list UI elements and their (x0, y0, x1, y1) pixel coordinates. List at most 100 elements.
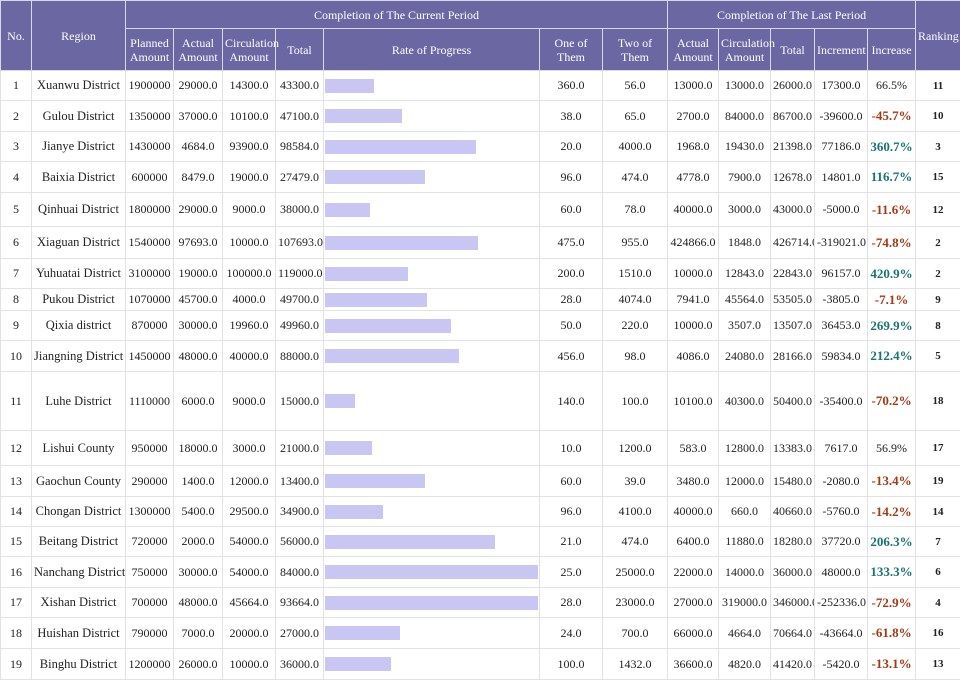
cell: 212.4% (868, 341, 916, 372)
cell: 18 (916, 372, 960, 431)
cell: 140.0 (540, 372, 603, 431)
cell: 1070000 (126, 289, 174, 311)
progress-cell (324, 71, 540, 101)
progress-cell (324, 466, 540, 497)
cell: 4086.0 (668, 341, 719, 372)
cell: 10000.0 (668, 311, 719, 341)
cell: 96157.0 (815, 259, 868, 289)
cell: 27000.0 (276, 618, 324, 649)
cell: -43664.0 (815, 618, 868, 649)
cell: 23000.0 (603, 588, 668, 618)
cell: 426714.0 (771, 227, 815, 259)
cell: 11880.0 (719, 527, 771, 557)
cell: -70.2% (868, 372, 916, 431)
cell: 78.0 (603, 193, 668, 227)
cell: 10000.0 (668, 259, 719, 289)
column-header: Circulation Amount (223, 29, 276, 71)
progress-bar (325, 79, 374, 93)
progress-cell (324, 289, 540, 311)
cell: 1900000 (126, 71, 174, 101)
cell: 6400.0 (668, 527, 719, 557)
cell: 5 (1, 193, 32, 227)
cell: 28.0 (540, 588, 603, 618)
cell: 7617.0 (815, 431, 868, 466)
cell: 84000.0 (719, 101, 771, 132)
cell: 5 (916, 341, 960, 372)
cell: 15480.0 (771, 466, 815, 497)
cell: 24080.0 (719, 341, 771, 372)
cell: Qinhuai District (32, 193, 126, 227)
cell: Jianye District (32, 132, 126, 162)
cell: 50400.0 (771, 372, 815, 431)
cell: 4000.0 (603, 132, 668, 162)
cell: 474.0 (603, 162, 668, 193)
cell: 22000.0 (668, 557, 719, 588)
cell: 21.0 (540, 527, 603, 557)
cell: 29000.0 (174, 193, 223, 227)
cell: 27000.0 (668, 588, 719, 618)
cell: -45.7% (868, 101, 916, 132)
cell: 60.0 (540, 466, 603, 497)
cell: 14 (916, 497, 960, 527)
cell: 56.0 (603, 71, 668, 101)
column-header: Circulation Amount (719, 29, 771, 71)
cell: 950000 (126, 431, 174, 466)
cell: 13 (1, 466, 32, 497)
cell: 17 (916, 431, 960, 466)
cell: 1430000 (126, 132, 174, 162)
progress-bar (325, 109, 402, 123)
cell: 8 (1, 289, 32, 311)
cell: 12 (916, 193, 960, 227)
cell: 36453.0 (815, 311, 868, 341)
progress-bar (325, 140, 476, 154)
column-header: Increase (868, 29, 916, 71)
cell: 7 (916, 527, 960, 557)
progress-bar (325, 293, 427, 307)
cell: 40000.0 (668, 193, 719, 227)
cell: 7000.0 (174, 618, 223, 649)
cell: 48000.0 (815, 557, 868, 588)
cell: 3000.0 (719, 193, 771, 227)
column-header: Increment (815, 29, 868, 71)
cell: 116.7% (868, 162, 916, 193)
cell: 37000.0 (174, 101, 223, 132)
cell: 12000.0 (719, 466, 771, 497)
progress-cell (324, 527, 540, 557)
cell: 36600.0 (668, 649, 719, 680)
progress-bar (325, 394, 355, 408)
cell: 93664.0 (276, 588, 324, 618)
cell: 1450000 (126, 341, 174, 372)
cell: 86700.0 (771, 101, 815, 132)
cell: 1400.0 (174, 466, 223, 497)
progress-cell (324, 557, 540, 588)
cell: -39600.0 (815, 101, 868, 132)
cell: 56000.0 (276, 527, 324, 557)
cell: 16 (916, 618, 960, 649)
progress-cell (324, 341, 540, 372)
progress-cell (324, 431, 540, 466)
cell: 18 (1, 618, 32, 649)
cell: 38.0 (540, 101, 603, 132)
cell: 96.0 (540, 497, 603, 527)
cell: 4664.0 (719, 618, 771, 649)
cell: 4778.0 (668, 162, 719, 193)
cell: 750000 (126, 557, 174, 588)
header-region: Region (32, 1, 126, 71)
cell: 6000.0 (174, 372, 223, 431)
cell: 19960.0 (223, 311, 276, 341)
cell: 4684.0 (174, 132, 223, 162)
cell: 40000.0 (223, 341, 276, 372)
cell: Xiaguan District (32, 227, 126, 259)
cell: 21398.0 (771, 132, 815, 162)
cell: 39.0 (603, 466, 668, 497)
cell: Nanchang District (32, 557, 126, 588)
cell: 34900.0 (276, 497, 324, 527)
cell: Gaochun County (32, 466, 126, 497)
progress-bar (325, 535, 495, 549)
cell: 424866.0 (668, 227, 719, 259)
